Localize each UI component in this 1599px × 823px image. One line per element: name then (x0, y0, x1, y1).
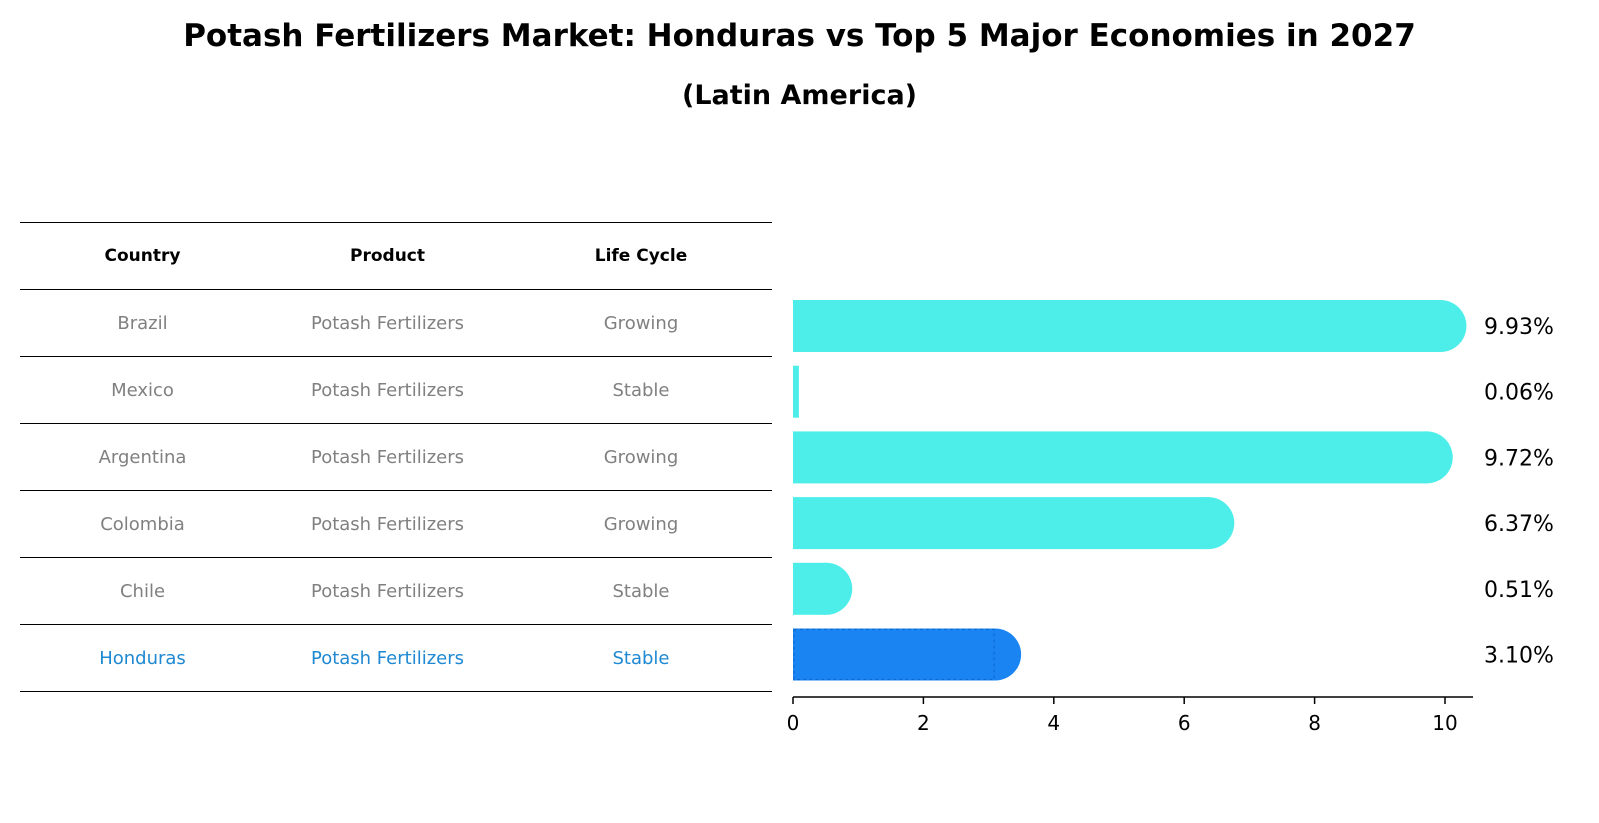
bar-body (793, 300, 1441, 352)
chart-title: Potash Fertilizers Market: Honduras vs T… (183, 18, 1416, 54)
x-tick-label: 0 (787, 711, 800, 735)
table-row: Argentina Potash Fertilizers Growing (20, 423, 772, 491)
header-product: Product (265, 222, 510, 290)
cell-life-cycle: Stable (510, 356, 772, 424)
bar-honduras (793, 628, 1022, 681)
x-tick-label: 10 (1432, 711, 1457, 735)
x-tick-label: 4 (1047, 711, 1060, 735)
bar-cap (800, 562, 853, 615)
bar-cap (1414, 300, 1467, 352)
value-label-argentina: 9.72% (1484, 446, 1554, 471)
header-life-cycle: Life Cycle (510, 222, 772, 290)
bar-brazil (793, 300, 1467, 352)
bar-cap (1400, 431, 1453, 484)
cell-life-cycle: Growing (510, 490, 772, 558)
bar-argentina (793, 431, 1453, 484)
cell-product: Potash Fertilizers (265, 423, 510, 491)
x-tick-label: 8 (1308, 711, 1321, 735)
x-tick-label: 2 (917, 711, 930, 735)
cell-product: Potash Fertilizers (265, 289, 510, 357)
table-row: Mexico Potash Fertilizers Stable (20, 356, 772, 424)
bar-chile (793, 562, 853, 615)
cell-product: Potash Fertilizers (265, 557, 510, 625)
value-label-brazil: 9.93% (1484, 315, 1554, 340)
bar-body (793, 628, 996, 681)
cell-country: Argentina (20, 423, 265, 491)
cell-country: Honduras (20, 624, 265, 692)
header-country: Country (20, 222, 265, 290)
bar-body (793, 497, 1209, 550)
bar-highlight-outline (793, 628, 995, 681)
data-table: Country Product Life Cycle Brazil Potash… (20, 222, 772, 692)
chart-subtitle: (Latin America) (681, 80, 918, 111)
value-label-mexico: 0.06% (1484, 381, 1554, 406)
cell-life-cycle: Growing (510, 289, 772, 357)
table-row: Colombia Potash Fertilizers Growing (20, 490, 772, 558)
cell-country: Chile (20, 557, 265, 625)
cell-country: Mexico (20, 356, 265, 424)
cell-life-cycle: Stable (510, 624, 772, 692)
bar-body (793, 431, 1427, 484)
bar-cap (1182, 497, 1235, 550)
table-row-highlighted: Honduras Potash Fertilizers Stable (20, 624, 772, 692)
cell-product: Potash Fertilizers (265, 624, 510, 692)
bar-mexico (793, 365, 799, 418)
value-label-colombia: 6.37% (1484, 512, 1554, 537)
table-row: Chile Potash Fertilizers Stable (20, 557, 772, 625)
cell-life-cycle: Growing (510, 423, 772, 491)
cell-product: Potash Fertilizers (265, 490, 510, 558)
cell-life-cycle: Stable (510, 557, 772, 625)
bar-cap (969, 628, 1022, 681)
table-row: Brazil Potash Fertilizers Growing (20, 289, 772, 357)
bar-body (793, 365, 799, 418)
value-label-honduras: 3.10% (1484, 644, 1554, 669)
cell-country: Brazil (20, 289, 265, 357)
value-label-chile: 0.51% (1484, 578, 1554, 603)
cell-product: Potash Fertilizers (265, 356, 510, 424)
cell-country: Colombia (20, 490, 265, 558)
table-header-row: Country Product Life Cycle (20, 222, 772, 290)
bar-colombia (793, 497, 1235, 550)
x-tick-label: 6 (1178, 711, 1191, 735)
